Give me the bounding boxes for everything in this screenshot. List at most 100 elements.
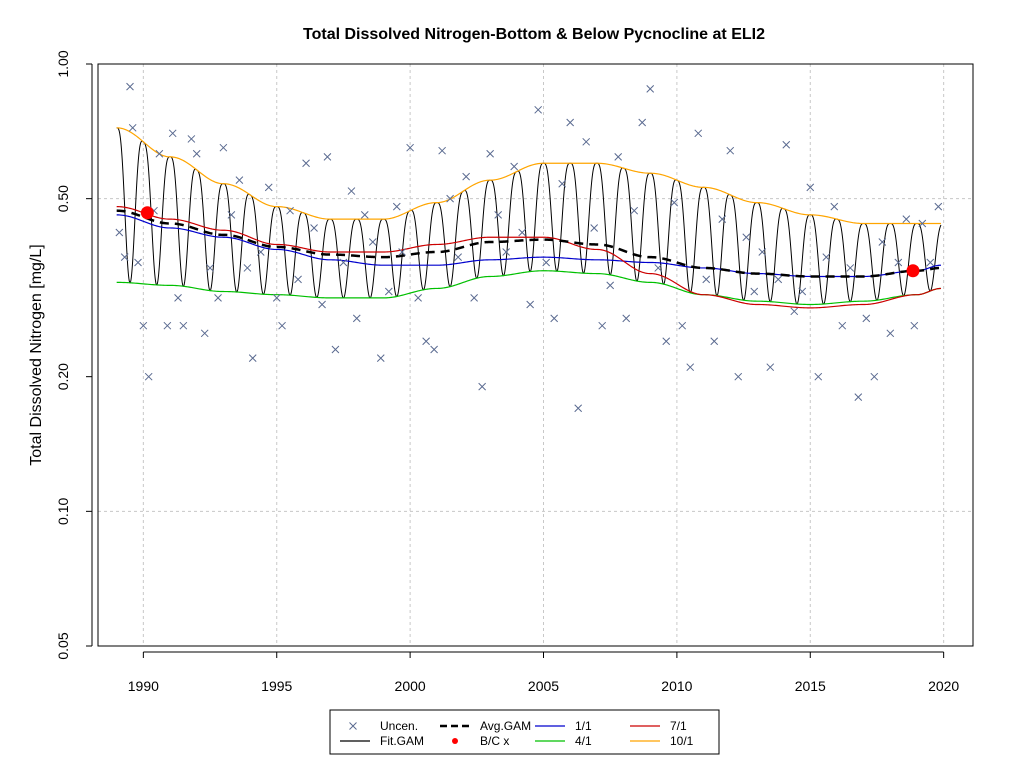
data-point-uncen	[838, 321, 847, 330]
data-point-uncen	[494, 211, 503, 219]
y-tick-label: 1.00	[55, 50, 71, 77]
data-point-uncen	[726, 146, 735, 155]
series-7-1	[116, 205, 942, 309]
data-point-uncen	[574, 404, 583, 413]
x-axis: 1990 1995 2000 2005 2010 2015 2020	[128, 651, 959, 694]
plot-frame	[97, 63, 974, 647]
data-point-uncen	[368, 238, 377, 246]
data-point-bc	[906, 264, 920, 278]
data-point-uncen	[243, 264, 252, 272]
data-point-uncen	[518, 228, 527, 237]
data-point-uncen	[870, 372, 879, 381]
data-point-uncen	[526, 300, 535, 309]
data-point-uncen	[854, 393, 863, 401]
data-point-uncen	[862, 314, 871, 323]
data-point-uncen	[622, 314, 631, 323]
data-point-uncen	[510, 162, 519, 171]
data-point-uncen	[702, 275, 711, 284]
data-point-uncen	[318, 300, 326, 309]
data-point-uncen	[790, 307, 799, 316]
data-point-uncen	[606, 281, 615, 290]
data-point-uncen	[894, 258, 903, 267]
data-point-uncen	[630, 206, 639, 215]
data-point-uncen	[934, 202, 943, 211]
data-point-uncen	[155, 149, 164, 158]
data-point-uncen	[662, 337, 671, 346]
data-point-uncen	[478, 382, 486, 391]
x-tick-label: 2015	[795, 678, 826, 694]
data-point-uncen	[219, 143, 228, 152]
data-point-uncen	[144, 372, 153, 381]
series-10-1	[116, 127, 941, 225]
data-point-uncen	[352, 314, 361, 323]
data-point-uncen	[438, 146, 446, 155]
data-point-uncen	[694, 129, 703, 138]
series-avg-gam	[116, 209, 942, 278]
data-point-uncen	[774, 275, 783, 284]
data-point-uncen	[331, 345, 340, 354]
data-point-uncen	[734, 372, 743, 381]
y-tick-label: 0.20	[55, 363, 71, 390]
legend-label: Fit.GAM	[380, 734, 424, 748]
data-point-uncen	[598, 321, 607, 330]
data-point-uncen	[214, 294, 222, 302]
y-tick-label: 0.10	[55, 498, 71, 525]
data-point-uncen	[718, 215, 727, 223]
data-point-uncen	[139, 321, 148, 330]
chart-title: Total Dissolved Nitrogen-Bottom & Below …	[303, 26, 765, 43]
data-points	[115, 82, 943, 413]
series-lines	[116, 127, 942, 309]
data-point-uncen	[782, 140, 791, 149]
data-point-uncen	[278, 321, 286, 330]
data-point-uncen	[294, 275, 302, 284]
data-point-uncen	[446, 194, 454, 203]
data-point-uncen	[347, 187, 356, 195]
data-point-uncen	[750, 287, 759, 296]
data-point-uncen	[742, 233, 751, 242]
data-point-uncen	[670, 198, 679, 207]
data-point-uncen	[174, 294, 182, 302]
data-point-uncen	[830, 202, 839, 211]
data-point-uncen	[406, 143, 414, 152]
data-point-uncen	[392, 202, 401, 211]
data-point-uncen	[384, 287, 393, 296]
data-point-uncen	[798, 287, 807, 296]
data-point-uncen	[646, 84, 655, 93]
series-fit-gam	[116, 127, 942, 305]
data-point-uncen	[470, 294, 478, 302]
data-point-uncen	[550, 314, 559, 323]
data-point-uncen	[192, 149, 201, 158]
legend-label: 4/1	[575, 734, 592, 748]
data-point-uncen	[272, 294, 281, 302]
data-point-uncen	[566, 118, 575, 127]
data-point-uncen	[430, 345, 438, 354]
data-point-uncen	[360, 211, 369, 219]
data-point-uncen	[846, 264, 855, 272]
data-point-uncen	[302, 159, 310, 168]
data-point-uncen	[128, 123, 137, 132]
data-point-uncen	[264, 183, 273, 192]
data-point-uncen	[376, 354, 385, 363]
data-point-bc	[140, 206, 154, 220]
data-point-uncen	[918, 219, 927, 228]
data-point-uncen	[878, 238, 887, 246]
data-point-uncen	[710, 337, 719, 346]
data-point-uncen	[534, 105, 543, 114]
data-point-uncen	[814, 372, 823, 381]
legend-label: 7/1	[670, 719, 687, 733]
data-point-uncen	[398, 248, 406, 256]
y-axis-label: Total Dissolved Nitrogen [mg/L]	[28, 244, 45, 465]
legend-label: 1/1	[575, 719, 592, 733]
data-point-uncen	[590, 224, 599, 232]
data-point-uncen	[206, 264, 214, 272]
data-point-uncen	[806, 183, 815, 192]
data-point-uncen	[678, 321, 687, 330]
data-point-uncen	[486, 149, 495, 158]
legend-swatch-uncen	[349, 722, 357, 730]
data-point-uncen	[454, 253, 462, 262]
x-tick-label: 1990	[128, 678, 159, 694]
data-point-uncen	[256, 248, 265, 256]
legend-label: Avg.GAM	[480, 719, 531, 733]
